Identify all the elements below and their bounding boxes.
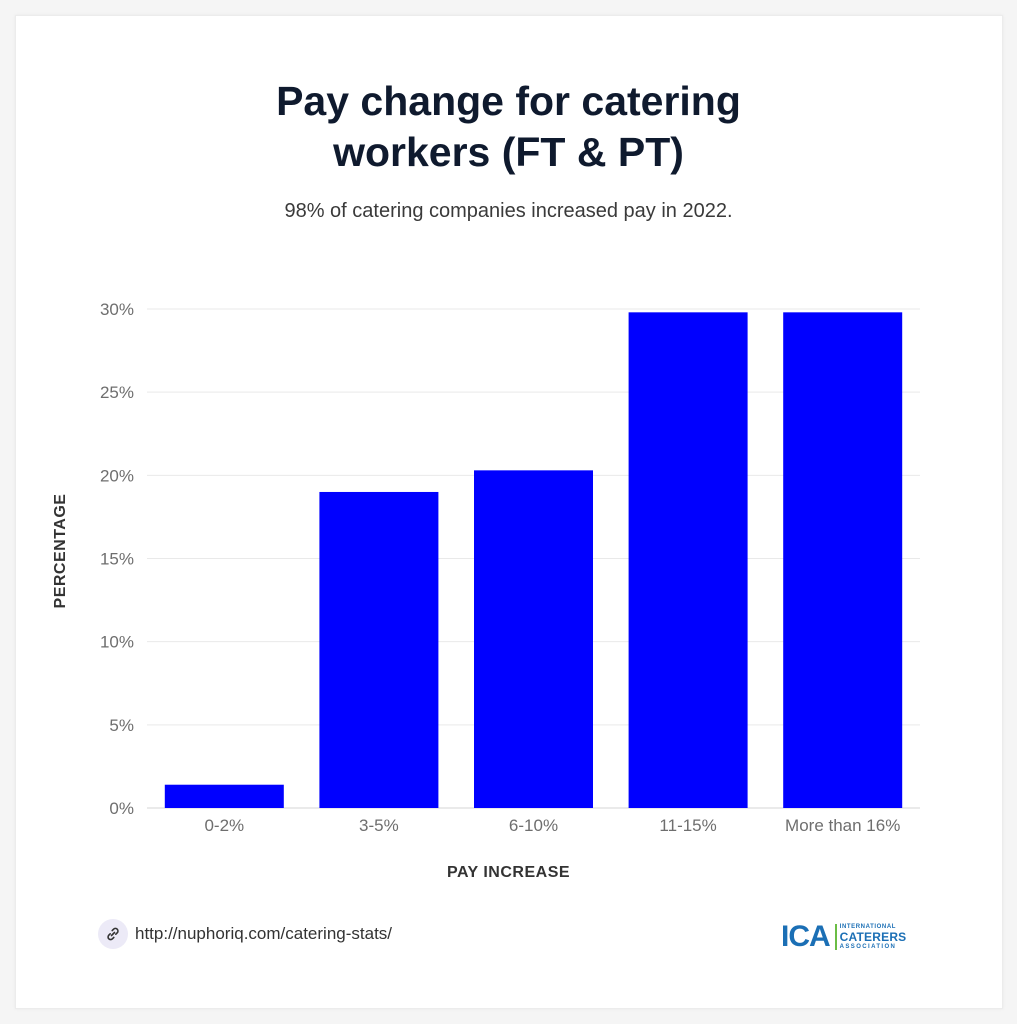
source-link[interactable]: http://nuphoriq.com/catering-stats/ bbox=[98, 918, 392, 950]
x-tick-label: 0-2% bbox=[204, 816, 244, 835]
logo-text: INTERNATIONAL CATERERS ASSOCIATION bbox=[840, 924, 907, 950]
y-tick-label: 0% bbox=[109, 799, 134, 818]
logo-line-1: INTERNATIONAL bbox=[839, 924, 897, 930]
source-url[interactable]: http://nuphoriq.com/catering-stats/ bbox=[135, 924, 393, 943]
link-icon bbox=[98, 919, 128, 949]
logo-line-2: CATERERS bbox=[839, 930, 907, 944]
y-tick-label: 30% bbox=[100, 300, 134, 319]
ica-logo: ICA INTERNATIONAL CATERERS ASSOCIATION bbox=[781, 921, 906, 953]
chart-title-text: Pay change for catering workers (FT & PT… bbox=[276, 78, 741, 175]
logo-mark: ICA bbox=[781, 920, 831, 953]
y-tick-label: 15% bbox=[100, 550, 134, 569]
x-axis-label: PAY INCREASE bbox=[447, 864, 570, 881]
bar-5 bbox=[783, 312, 903, 808]
y-tick-label: 25% bbox=[100, 383, 134, 402]
logo-divider bbox=[834, 924, 837, 950]
bar-4 bbox=[628, 312, 748, 808]
bar-1 bbox=[164, 784, 284, 808]
x-tick-label: 3-5% bbox=[359, 816, 399, 835]
x-tick-label: 11-15% bbox=[659, 816, 716, 835]
chart-title: Pay change for catering workers (FT & PT… bbox=[0, 76, 1017, 178]
logo-line-3: ASSOCIATION bbox=[839, 944, 897, 950]
y-axis-label: PERCENTAGE bbox=[52, 494, 69, 609]
bar-3 bbox=[474, 470, 593, 808]
x-tick-label: More than 16% bbox=[785, 816, 900, 835]
y-tick-label: 5% bbox=[109, 716, 134, 735]
x-tick-label: 6-10% bbox=[509, 816, 558, 835]
y-tick-label: 10% bbox=[100, 633, 134, 652]
chart-subtitle: 98% of catering companies increased pay … bbox=[284, 200, 733, 222]
bar-chart: 0% 5% 10% 15% 20% 25% 30% 0-2% 3-5% 6-10% 11-15% Mo… bbox=[52, 300, 920, 881]
bar-2 bbox=[319, 491, 439, 808]
y-tick-label: 20% bbox=[100, 466, 134, 485]
